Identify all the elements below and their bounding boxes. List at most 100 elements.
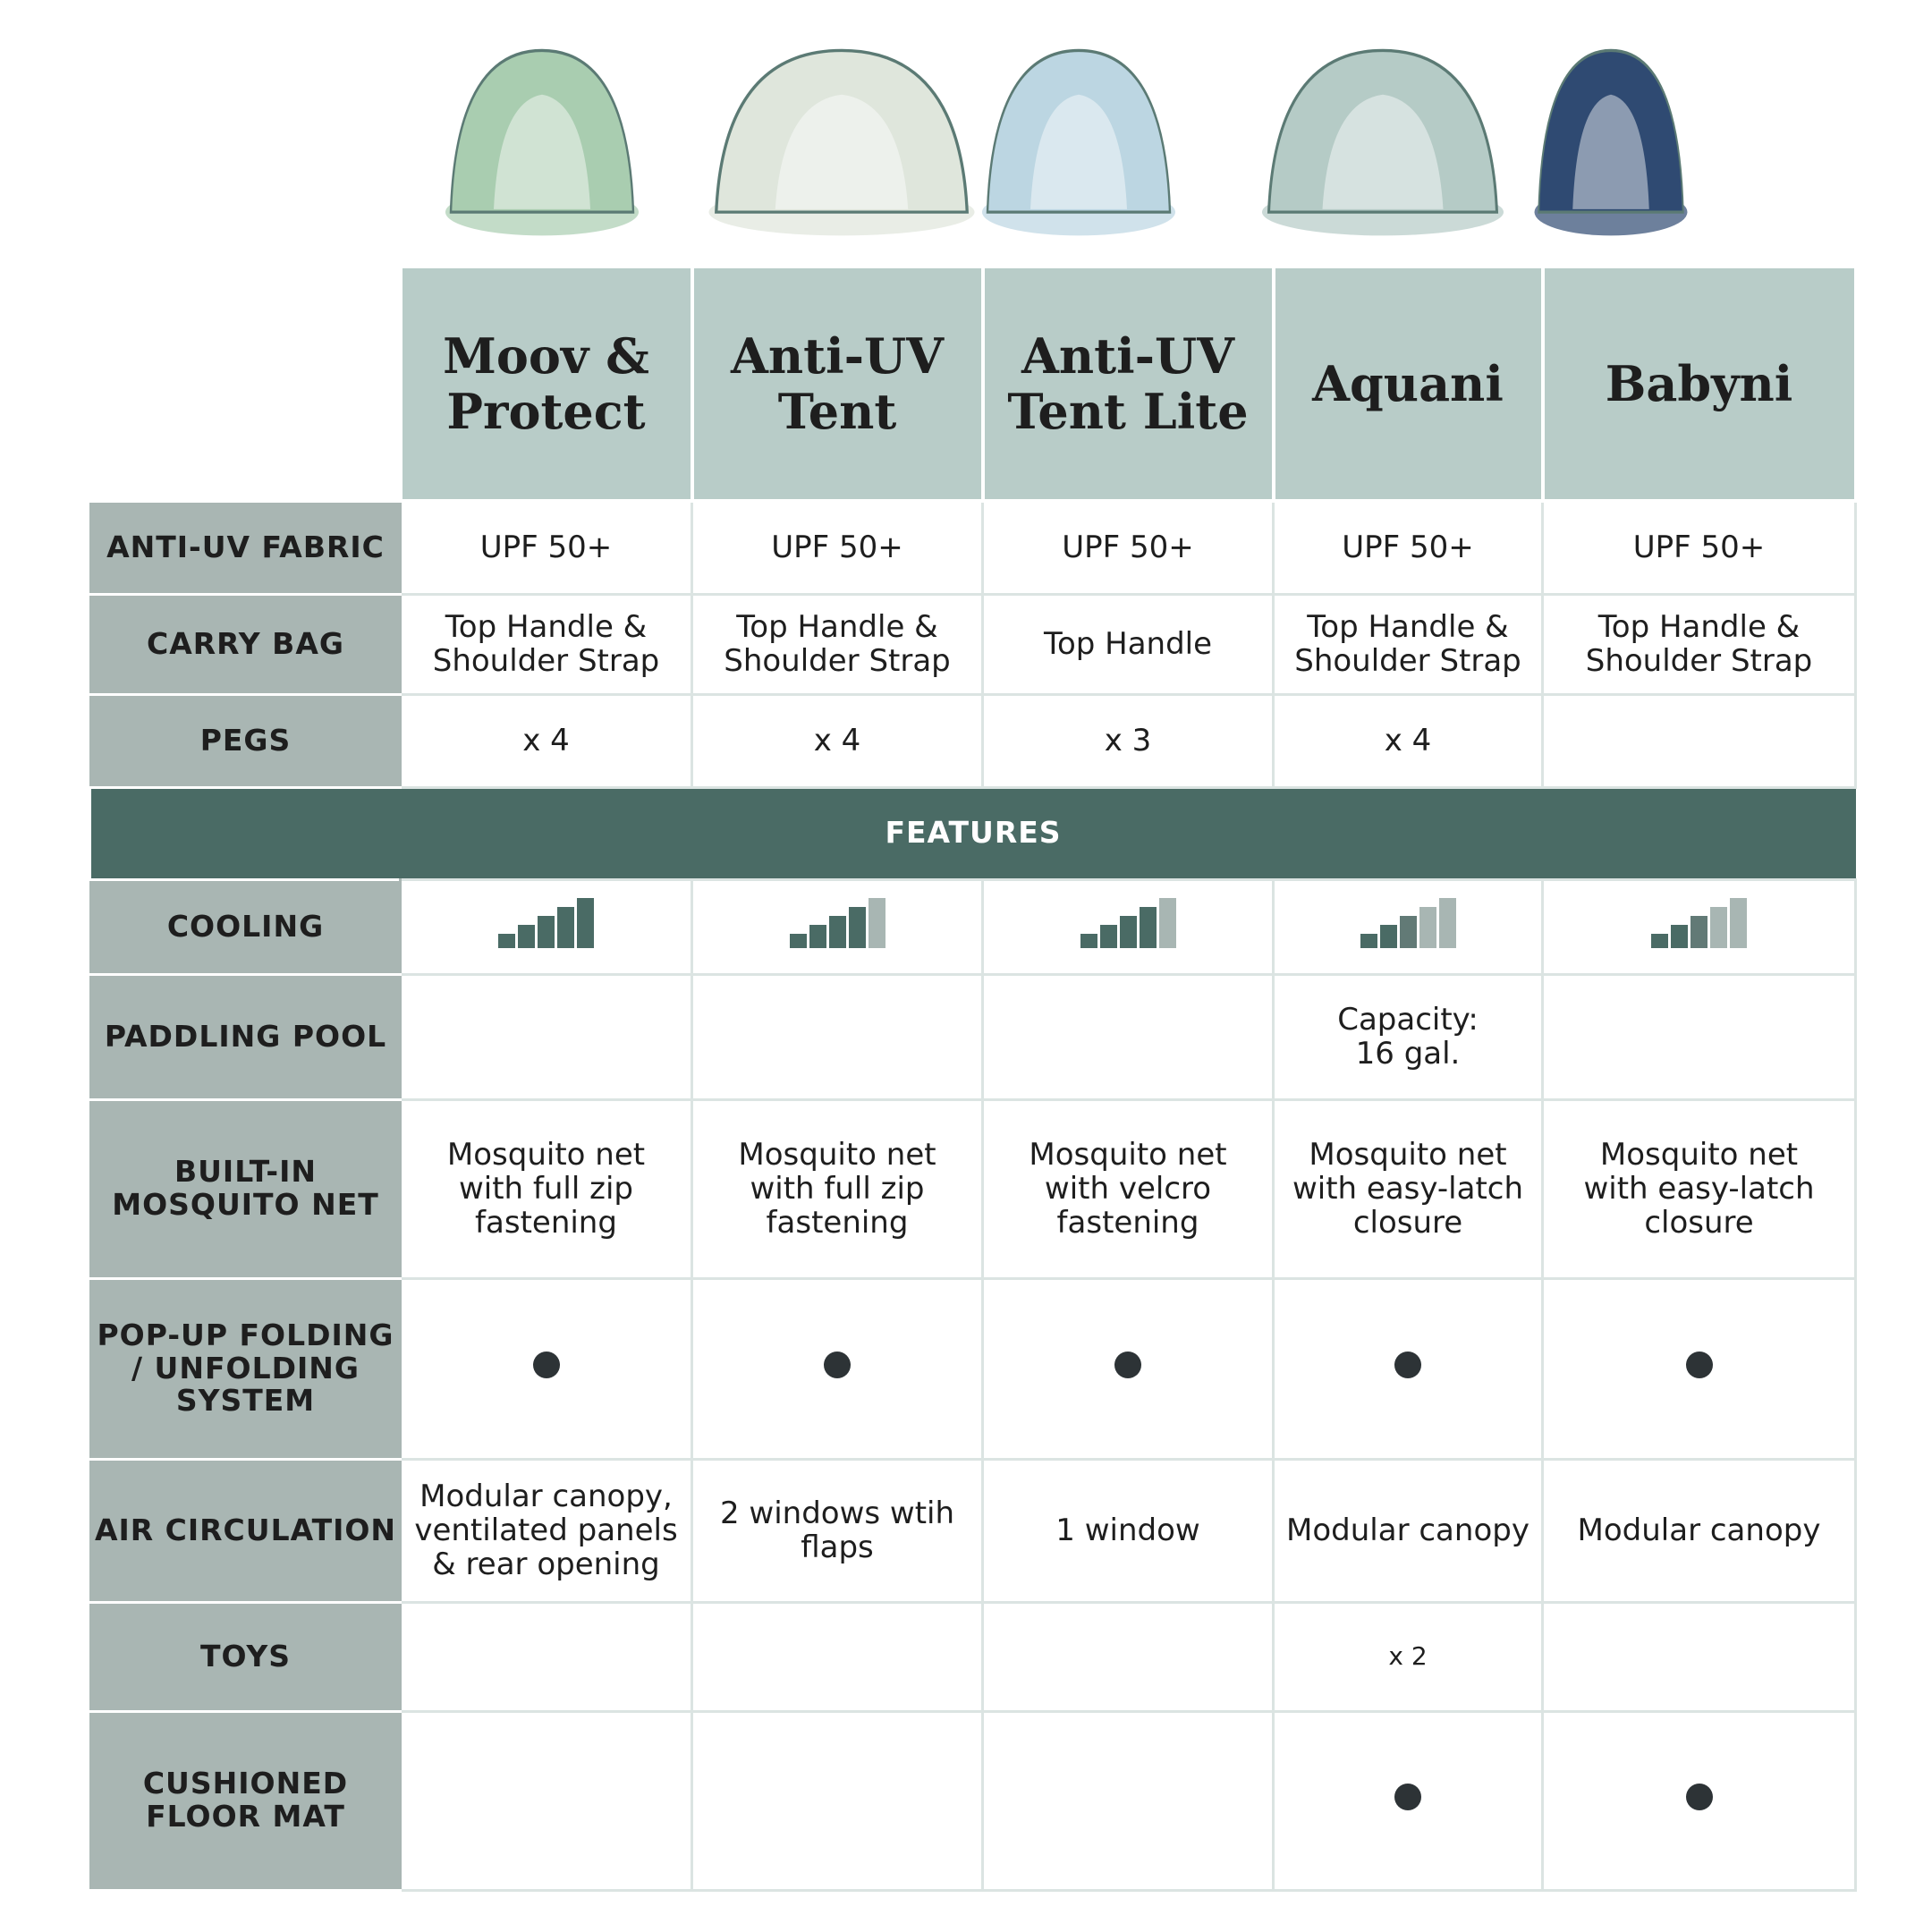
bag-cell: Top Handle & Shoulder Strap bbox=[1541, 592, 1857, 696]
pool-cell bbox=[691, 972, 984, 1101]
mat-cell bbox=[399, 1709, 693, 1892]
net-cell: Mosquito net with easy-latch closure bbox=[1541, 1097, 1857, 1280]
pegs-cell: x 4 bbox=[399, 692, 693, 789]
tent-product-image bbox=[708, 48, 975, 236]
pegs-value: x 4 bbox=[1384, 722, 1432, 758]
mat-cell bbox=[691, 1709, 984, 1892]
product-name-header: Babyni bbox=[1540, 265, 1858, 503]
air-cell: 1 window bbox=[981, 1457, 1275, 1604]
mat-cell bbox=[1541, 1709, 1857, 1892]
air-value: Modular canopy bbox=[1577, 1512, 1821, 1548]
cooling-level-bars bbox=[1360, 897, 1456, 948]
mat-cell bbox=[981, 1709, 1275, 1892]
row-label: CARRY BAG bbox=[89, 592, 402, 696]
cooling-bar bbox=[1080, 933, 1097, 948]
cooling-bar bbox=[868, 897, 886, 948]
cooling-bar bbox=[1399, 915, 1417, 948]
cooling-level-bars bbox=[1080, 897, 1176, 948]
cooling-bar bbox=[1438, 897, 1456, 948]
net-cell: Mosquito net with velcro fastening bbox=[981, 1097, 1275, 1280]
cooling-bar bbox=[1710, 906, 1727, 948]
product-images bbox=[399, 36, 1854, 242]
pegs-value: x 4 bbox=[813, 722, 861, 758]
cooling-bar bbox=[1671, 924, 1688, 948]
cooling-cell bbox=[981, 877, 1275, 976]
bag-cell: Top Handle & Shoulder Strap bbox=[399, 592, 693, 696]
net-cell: Mosquito net with full zip fastening bbox=[399, 1097, 693, 1280]
air-cell: Modular canopy bbox=[1541, 1457, 1857, 1604]
net-value: Mosquito net with velcro fastening bbox=[1029, 1136, 1227, 1241]
pool-cell: Capacity: 16 gal. bbox=[1272, 972, 1544, 1101]
cooling-bar bbox=[557, 906, 574, 948]
features-label: FEATURES bbox=[90, 787, 1856, 879]
cooling-bar bbox=[789, 933, 807, 948]
cooling-bar bbox=[1419, 906, 1436, 948]
cooling-bar bbox=[1099, 924, 1117, 948]
bag-value: Top Handle bbox=[1043, 625, 1213, 662]
popup-cell bbox=[691, 1276, 984, 1461]
row-label: CUSHIONED FLOOR MAT bbox=[89, 1709, 402, 1892]
included-bullet-icon bbox=[1394, 1351, 1421, 1378]
row-mat: CUSHIONED FLOOR MAT bbox=[89, 1709, 1857, 1892]
air-value: 1 window bbox=[1055, 1512, 1200, 1548]
popup-cell bbox=[1272, 1276, 1544, 1461]
uv-cell: UPF 50+ bbox=[691, 499, 984, 596]
cooling-bar bbox=[1119, 915, 1137, 948]
row-label: POP-UP FOLDING / UNFOLDING SYSTEM bbox=[89, 1276, 402, 1461]
included-bullet-icon bbox=[1685, 1351, 1713, 1378]
pool-value: Capacity: 16 gal. bbox=[1337, 1001, 1479, 1072]
popup-cell bbox=[981, 1276, 1275, 1461]
cooling-bar bbox=[1730, 897, 1747, 948]
tent-product-image bbox=[1534, 48, 1688, 236]
cooling-bar bbox=[577, 897, 594, 948]
features-section-header: FEATURES bbox=[90, 787, 1856, 879]
net-cell: Mosquito net with full zip fastening bbox=[691, 1097, 984, 1280]
bag-value: Top Handle & Shoulder Strap bbox=[1585, 608, 1813, 679]
header-row: Moov & Protect Anti-UV Tent Anti-UV Tent L… bbox=[90, 265, 1858, 503]
product-name-header: Anti-UV Tent bbox=[690, 265, 985, 503]
toys-cell: x 2 bbox=[1272, 1600, 1544, 1713]
comparison-table: Moov & Protect Anti-UV Tent Anti-UV Tent L… bbox=[89, 265, 1858, 1892]
included-bullet-icon bbox=[1114, 1351, 1141, 1378]
row-label: PEGS bbox=[89, 692, 402, 789]
mat-cell bbox=[1272, 1709, 1544, 1892]
uv-value: UPF 50+ bbox=[1632, 530, 1766, 566]
cooling-cell bbox=[1272, 877, 1544, 976]
row-label: ANTI-UV FABRIC bbox=[89, 499, 402, 596]
net-value: Mosquito net with full zip fastening bbox=[446, 1136, 646, 1241]
net-value: Mosquito net with easy-latch closure bbox=[1583, 1136, 1815, 1241]
row-net: BUILT-IN MOSQUITO NET Mosquito net with f… bbox=[89, 1097, 1857, 1280]
cooling-bar bbox=[809, 924, 826, 948]
uv-cell: UPF 50+ bbox=[981, 499, 1275, 596]
uv-cell: UPF 50+ bbox=[1272, 499, 1544, 596]
net-cell: Mosquito net with easy-latch closure bbox=[1272, 1097, 1544, 1280]
pool-cell bbox=[1541, 972, 1857, 1101]
tent-product-image bbox=[1262, 48, 1504, 236]
cooling-bar bbox=[1690, 915, 1707, 948]
bag-value: Top Handle & Shoulder Strap bbox=[1294, 608, 1521, 679]
row-toys: TOYS x 2 bbox=[89, 1600, 1857, 1713]
toys-cell bbox=[981, 1600, 1275, 1713]
pool-cell bbox=[981, 972, 1275, 1101]
tent-product-image bbox=[982, 48, 1175, 236]
air-cell: Modular canopy bbox=[1272, 1457, 1544, 1604]
pegs-cell: x 4 bbox=[1272, 692, 1544, 789]
row-label: COOLING bbox=[89, 877, 402, 976]
pegs-cell: x 3 bbox=[981, 692, 1275, 789]
cooling-bar bbox=[1379, 924, 1397, 948]
row-uv: ANTI-UV FABRIC UPF 50+ UPF 50+ UPF 50+ UPF 5… bbox=[89, 499, 1857, 596]
popup-cell bbox=[1541, 1276, 1857, 1461]
bag-cell: Top Handle bbox=[981, 592, 1275, 696]
row-pool: PADDLING POOL Capacity: 16 gal. bbox=[89, 972, 1857, 1101]
toys-cell bbox=[1541, 1600, 1857, 1713]
air-cell: 2 windows wtih flaps bbox=[691, 1457, 984, 1604]
product-name-header: Anti-UV Tent Lite bbox=[980, 265, 1275, 503]
included-bullet-icon bbox=[824, 1351, 851, 1378]
pegs-value: x 4 bbox=[522, 722, 570, 758]
popup-cell bbox=[399, 1276, 693, 1461]
net-value: Mosquito net with easy-latch closure bbox=[1292, 1136, 1524, 1241]
uv-cell: UPF 50+ bbox=[1541, 499, 1857, 596]
product-name-header: Moov & Protect bbox=[398, 265, 694, 503]
cooling-bar bbox=[848, 906, 866, 948]
row-air: AIR CIRCULATION Modular canopy, ventilate… bbox=[89, 1457, 1857, 1604]
